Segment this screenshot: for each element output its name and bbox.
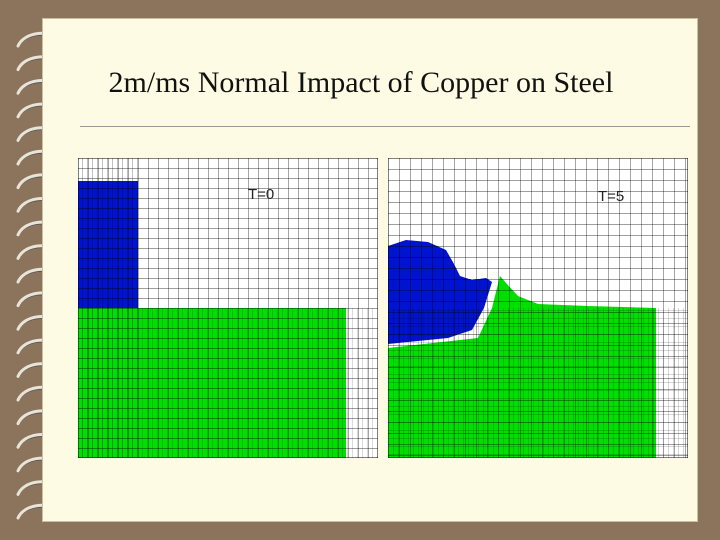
time-label-t5: T=5 (598, 188, 625, 205)
time-label-t0: T=0 (248, 186, 275, 203)
simulation-panel-t5: T=5 (388, 158, 688, 458)
simulation-panel-t0: T=0 (78, 158, 378, 458)
slide-title: 2m/ms Normal Impact of Copper on Steel (108, 66, 614, 99)
mesh-t0 (78, 158, 378, 458)
title-divider (80, 126, 690, 127)
mesh-t5 (388, 158, 688, 458)
